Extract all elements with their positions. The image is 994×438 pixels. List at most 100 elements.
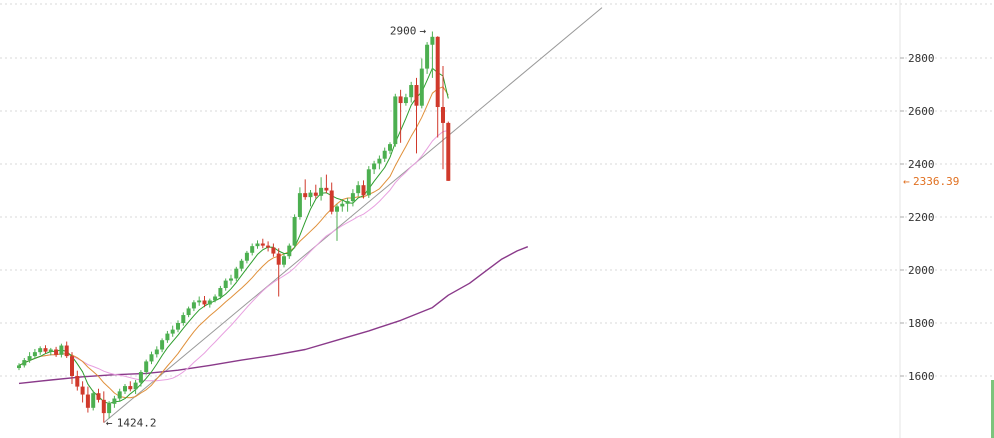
y-tick-label-1600: 1600 <box>908 370 935 383</box>
y-tick-label-2600: 2600 <box>908 105 935 118</box>
candle-59 <box>329 182 334 215</box>
candle-body-7 <box>54 349 59 355</box>
candle-68 <box>377 155 382 170</box>
candle-body-42 <box>239 260 244 269</box>
candle-body-32 <box>186 308 191 316</box>
candle-65 <box>361 180 366 199</box>
candle-body-81 <box>446 122 451 181</box>
candle-body-2 <box>27 356 32 361</box>
candle-27 <box>160 338 165 353</box>
candle-body-71 <box>393 96 398 145</box>
candle-body-68 <box>377 158 382 164</box>
last-price-arrow-icon: ← <box>903 175 910 188</box>
candle-9 <box>64 341 69 358</box>
candle-body-57 <box>319 187 324 196</box>
candle-body-44 <box>250 246 255 253</box>
candle-body-8 <box>59 345 64 355</box>
candle-45 <box>255 240 260 249</box>
candle-79 <box>435 36 440 138</box>
ma-slow-line <box>18 130 449 382</box>
candle-80 <box>441 65 445 170</box>
candle-52 <box>292 214 297 249</box>
last-price-tag: ← 2336.39 <box>903 175 959 188</box>
candle-body-39 <box>223 280 228 289</box>
candle-body-41 <box>234 268 239 279</box>
candle-body-54 <box>303 193 308 198</box>
candle-body-78 <box>430 36 435 45</box>
candle-body-15 <box>96 393 101 400</box>
candles <box>17 31 451 423</box>
candle-body-29 <box>170 329 175 334</box>
candle-47 <box>266 241 271 252</box>
candle-14 <box>91 390 96 411</box>
candle-46 <box>260 238 265 249</box>
candle-3 <box>32 348 37 359</box>
candle-56 <box>313 184 318 199</box>
candle-body-75 <box>414 85 419 106</box>
grid-lines <box>0 3 994 377</box>
candle-body-50 <box>282 256 286 265</box>
candle-0 <box>17 363 21 371</box>
candle-body-1 <box>22 360 27 366</box>
candle-29 <box>170 325 175 337</box>
candle-40 <box>229 274 233 285</box>
candle-body-18 <box>112 398 117 404</box>
candle-body-3 <box>32 352 37 357</box>
candle-12 <box>80 381 85 403</box>
candle-body-37 <box>213 296 218 301</box>
candle-23 <box>138 370 143 387</box>
price-axis: 1600 1800 2000 2200 2400 2600 2800 <box>899 0 935 438</box>
ma-mid-line <box>18 86 449 399</box>
candle-7 <box>54 346 59 357</box>
candle-74 <box>409 81 414 103</box>
candle-44 <box>250 243 255 256</box>
candle-19 <box>117 388 122 402</box>
candle-body-4 <box>38 348 43 353</box>
candle-73 <box>403 93 408 106</box>
candle-70 <box>388 142 392 154</box>
candle-body-38 <box>218 288 223 297</box>
candle-body-9 <box>64 345 69 357</box>
candle-body-27 <box>160 340 165 350</box>
candle-81 <box>446 121 451 181</box>
candle-18 <box>112 395 117 408</box>
candle-21 <box>128 381 133 392</box>
candle-body-60 <box>335 206 339 212</box>
candle-22 <box>133 379 138 395</box>
y-tick-label-2200: 2200 <box>908 211 935 224</box>
candle-13 <box>85 386 90 413</box>
candle-body-28 <box>165 333 170 341</box>
candle-body-56 <box>313 192 318 196</box>
last-price-label: 2336.39 <box>913 175 959 188</box>
candle-33 <box>191 300 196 312</box>
candle-55 <box>308 189 313 207</box>
candle-body-72 <box>398 96 403 104</box>
candle-body-5 <box>43 348 48 352</box>
y-tick-label-2800: 2800 <box>908 52 935 65</box>
candle-body-65 <box>361 185 366 196</box>
candle-body-14 <box>91 393 96 408</box>
high-label: 2900 <box>390 25 417 38</box>
candle-30 <box>176 320 180 333</box>
candle-body-63 <box>350 193 355 202</box>
candle-71 <box>393 93 398 147</box>
candle-57 <box>319 177 324 201</box>
candle-body-20 <box>123 386 127 392</box>
candle-42 <box>239 258 244 272</box>
scroll-indicator <box>991 380 994 438</box>
candle-17 <box>107 401 112 419</box>
candle-body-49 <box>276 253 281 265</box>
candle-11 <box>75 370 80 391</box>
candle-53 <box>297 187 302 220</box>
candle-body-30 <box>176 323 180 330</box>
candle-35 <box>202 295 207 308</box>
candle-body-17 <box>107 403 112 414</box>
candle-body-24 <box>144 361 149 373</box>
candle-body-76 <box>419 68 424 106</box>
candle-54 <box>303 179 308 200</box>
candle-body-31 <box>181 315 186 323</box>
candle-1 <box>22 357 27 368</box>
candle-61 <box>340 200 345 212</box>
